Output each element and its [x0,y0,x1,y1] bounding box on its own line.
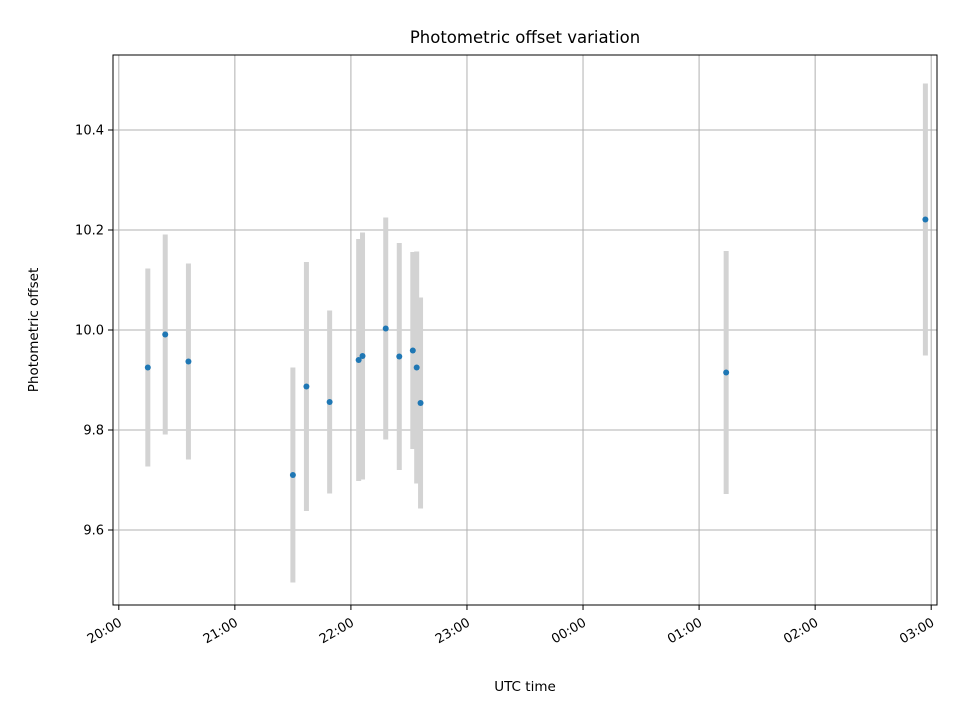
x-tick-label: 03:00 [897,615,937,647]
data-point [409,347,416,354]
data-point [417,400,424,406]
x-tick-label: 20:00 [85,615,125,647]
y-tick-label: 9.8 [83,424,104,439]
data-point [382,325,389,332]
x-axis-label: UTC time [494,679,556,695]
data-point [396,353,403,360]
grid [113,55,937,605]
x-tick-label: 00:00 [549,615,589,647]
data-point [359,353,366,359]
data-point [144,364,151,371]
chart-title: Photometric offset variation [410,28,640,47]
data-point [723,369,730,376]
data-point [326,399,333,405]
x-tick-label: 21:00 [201,615,241,647]
y-axis-label: Photometric offset [26,268,42,392]
y-axis-ticks: 9.6 9.8 10.0 10.2 10.4 [75,124,113,539]
data-point [355,357,362,363]
data-point [162,331,169,338]
data-point [289,472,296,478]
y-tick-label: 10.4 [75,124,104,139]
x-tick-label: 01:00 [665,615,705,647]
x-tick-label: 02:00 [781,615,821,647]
x-tick-label: 23:00 [433,615,473,647]
data-point [922,216,929,223]
y-tick-label: 10.2 [75,224,104,239]
data-point [413,364,420,371]
data-point [303,383,310,390]
x-axis-ticks: 20:00 21:00 22:00 23:00 00:00 01:00 02:00 03:00 [85,605,937,647]
data-point [185,358,192,365]
y-tick-label: 9.6 [83,524,104,539]
y-tick-label: 10.0 [75,324,104,339]
data-points [144,216,929,478]
x-tick-label: 22:00 [317,615,357,647]
